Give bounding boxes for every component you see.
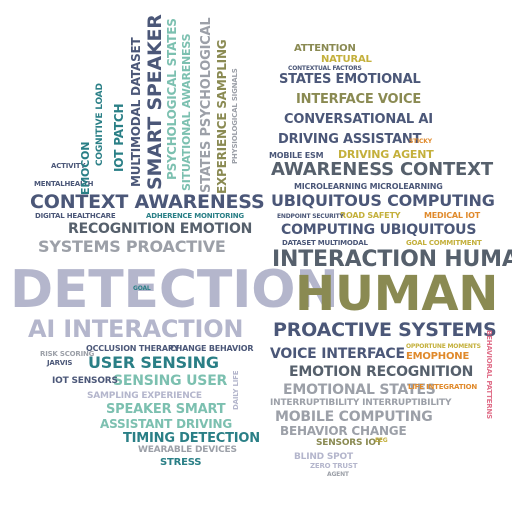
word-eeg: EEG: [375, 437, 388, 444]
word-timing-detection: TIMING DETECTION: [123, 431, 260, 446]
word-human-ai: HUMAN AI: [295, 266, 512, 322]
word-daily-life: DAILY LIFE: [232, 370, 240, 410]
word-jarvis: JARVIS: [47, 359, 73, 367]
word-life-integration: LIFE INTEGRATION: [408, 383, 478, 391]
word-ai-interaction: AI INTERACTION: [28, 315, 244, 343]
word-opportune-moments: OPPORTUNE MOMENTS: [406, 343, 481, 350]
word-interruptibility: INTERRUPTIBILITY INTERRUPTIBILITY: [270, 398, 452, 408]
word-mobile-computing: MOBILE COMPUTING: [275, 409, 433, 425]
word-assistant-driving: ASSISTANT DRIVING: [100, 417, 232, 431]
word-microlearning: MICROLEARNING MICROLEARNING: [294, 182, 443, 191]
word-emotional-states: EMOTIONAL STATES: [283, 382, 436, 398]
word-goal-commitment: GOAL COMMITMENT: [406, 239, 482, 247]
word-contextual-factors: CONTEXTUAL FACTORS: [288, 65, 362, 72]
word-systems-proactive: SYSTEMS PROACTIVE: [38, 237, 226, 256]
word-interface-voice: INTERFACE VOICE: [296, 92, 422, 107]
word-agent: AGENT: [327, 471, 349, 478]
word-states-psychological: STATES PSYCHOLOGICAL: [199, 17, 214, 194]
word-zero-trust: ZERO TRUST: [310, 462, 358, 470]
word-states-emotional: STATES EMOTIONAL: [279, 72, 421, 87]
word-computing-ubiquitous: COMPUTING UBIQUITOUS: [281, 222, 477, 238]
word-emotion-recognition: EMOTION RECOGNITION: [289, 364, 474, 380]
word-experience-sampling: EXPERIENCE SAMPLING: [215, 39, 229, 194]
word-blind-spot: BLIND SPOT: [294, 452, 353, 462]
word-psychological-states: PSYCHOLOGICAL STATES: [165, 18, 179, 180]
word-endpoint-security: ENDPOINT SECURITY: [277, 213, 344, 220]
word-voice-interface: VOICE INTERFACE: [270, 346, 405, 362]
word-wearable-devices: WEARABLE DEVICES: [138, 445, 237, 455]
word-speaker-smart: SPEAKER SMART: [106, 402, 226, 417]
word-behavioral-patterns: BEHAVIORAL PATTERNS: [485, 330, 493, 419]
word-detection: DETECTION: [10, 260, 339, 320]
word-dataset-multimodal: DATASET MULTIMODAL: [282, 239, 368, 247]
word-ubiquitous-computing: UBIQUITOUS COMPUTING: [271, 191, 495, 210]
word-emophone: EMOPHONE: [406, 351, 470, 362]
word-digital-healthcare: DIGITAL HEALTHCARE: [35, 212, 116, 220]
word-mentalhealth: MENTALHEALTH: [34, 180, 94, 188]
word-multimodal-dataset: MULTIMODAL DATASET: [129, 37, 143, 188]
word-medical-iot: MEDICAL IOT: [424, 211, 481, 220]
word-interaction-human: INTERACTION HUMAN: [272, 247, 512, 272]
word-natural: NATURAL: [321, 54, 372, 65]
word-behavior-change: BEHAVIOR CHANGE: [280, 424, 407, 438]
word-change-behavior: CHANGE BEHAVIOR: [170, 344, 254, 353]
word-user-sensing: USER SENSING: [88, 353, 219, 372]
word-road-safety: ROAD SAFETY: [340, 211, 401, 220]
word-adherence-monitoring: ADHERENCE MONITORING: [146, 212, 244, 220]
word-sensing-user: SENSING USER: [113, 373, 228, 389]
word-sticky: STICKY: [409, 138, 432, 145]
word-sensors-iot: SENSORS IOT: [316, 438, 382, 448]
word-cognitive-load: COGNITIVE LOAD: [95, 83, 105, 166]
word-mobile-esm: MOBILE ESM: [269, 151, 324, 160]
word-sampling-experience: SAMPLING EXPERIENCE: [87, 391, 202, 401]
word-situational-awareness: SITUATIONAL AWARENESS: [180, 33, 193, 191]
word-driving-assistant: DRIVING ASSISTANT: [278, 132, 422, 147]
word-occlusion-therapy: OCCLUSION THERAPY: [86, 344, 180, 353]
word-physiological-signals: PHYSIOLOGICAL SIGNALS: [231, 68, 239, 164]
word-proactive-systems: PROACTIVE SYSTEMS: [273, 319, 497, 341]
word-attention: ATTENTION: [294, 43, 356, 54]
word-context-awareness: CONTEXT AWARENESS: [30, 191, 265, 213]
word-risk-scoring: RISK SCORING: [40, 350, 95, 358]
word-smart-speaker: SMART SPEAKER: [144, 14, 166, 190]
word-activity: ACTIVITY: [51, 162, 86, 170]
word-iot-sensors: IOT SENSORS: [52, 376, 118, 386]
word-emocon: EMOCON: [79, 141, 92, 195]
word-driving-agent: DRIVING AGENT: [338, 148, 434, 161]
word-stress: STRESS: [160, 457, 202, 468]
word-recognition-emotion: RECOGNITION EMOTION: [68, 221, 253, 237]
word-conversational-ai: CONVERSATIONAL AI: [284, 112, 433, 127]
word-awareness-context: AWARENESS CONTEXT: [271, 159, 493, 180]
word-goal: GOAL: [133, 285, 151, 292]
word-iot-patch: IOT PATCH: [112, 103, 126, 172]
